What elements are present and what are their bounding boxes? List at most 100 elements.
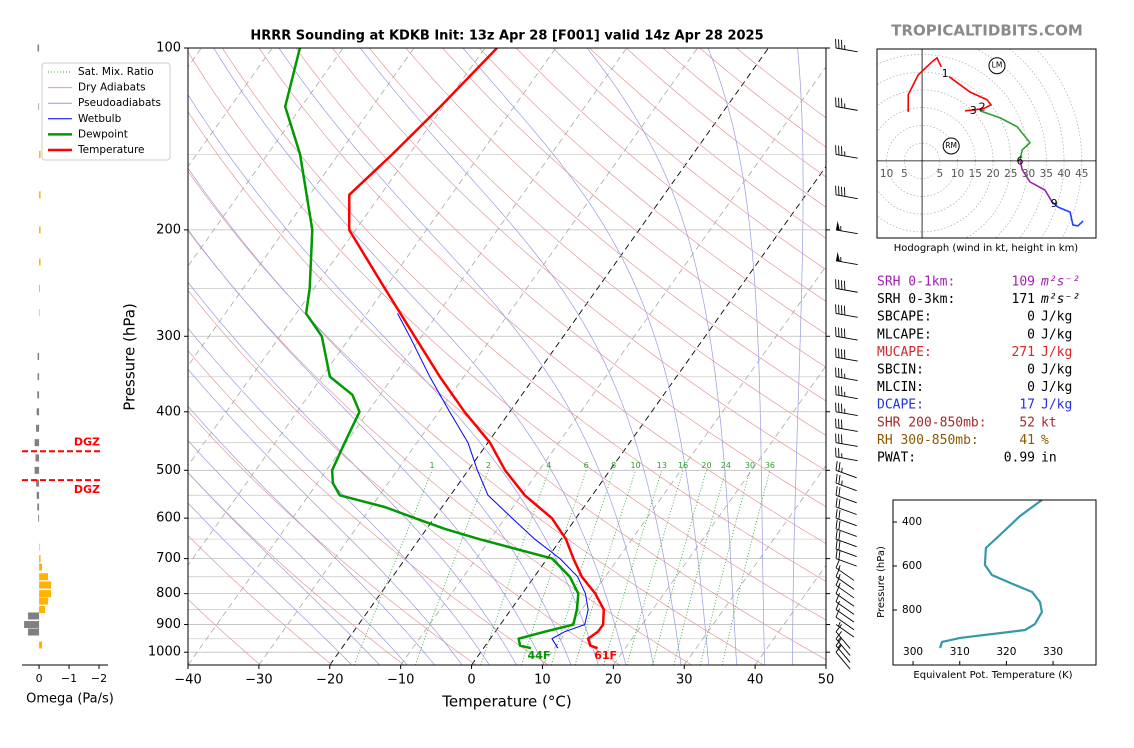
stat-unit: J/kg (1041, 363, 1072, 378)
stat-label: SBCAPE: (877, 310, 932, 325)
barb-staff (835, 287, 858, 293)
mixing-ratio-line (574, 470, 636, 665)
legend-label: Wetbulb (78, 113, 122, 125)
x-tick-label: 0 (467, 673, 475, 688)
barb-staff (835, 538, 857, 548)
dry-adiabat (188, 111, 826, 661)
hodograph-plot: 1 23 6 9 LM RM (877, 49, 1096, 238)
stat-value: 52 (1019, 415, 1035, 430)
stat-unit: m²s⁻² (1040, 292, 1080, 307)
stat-value: 17 (1019, 398, 1035, 413)
omega-bar (39, 258, 41, 266)
omega-bar (38, 103, 40, 111)
omega-bar (39, 284, 40, 292)
wind-barb (835, 38, 858, 53)
wind-barb (835, 185, 858, 200)
barb-staff (835, 601, 855, 615)
stat-value: 171 (1012, 292, 1035, 307)
wind-barb (835, 637, 851, 663)
profile-line (283, 48, 580, 650)
stat-value: 41 (1019, 433, 1035, 448)
barb-full (835, 473, 838, 484)
x-tick-label: −10 (387, 673, 414, 688)
omega-axis-label: Omega (Pa/s) (26, 692, 114, 707)
barb-staff (835, 376, 858, 381)
profile-line (397, 313, 589, 649)
mixing-ratio-line (626, 470, 684, 665)
omega-bar (39, 226, 41, 234)
barb-full (835, 529, 838, 540)
legend-box (41, 62, 171, 161)
wind-barb (835, 402, 858, 417)
wind-barb (835, 447, 858, 462)
barb-full (835, 608, 840, 618)
barb-staff (835, 651, 851, 670)
mixing-ratio-line (673, 470, 727, 665)
barb-staff (835, 528, 857, 537)
pseudoadiabat (213, 48, 627, 665)
wind-barb (835, 529, 857, 548)
x-tick-label: 40 (747, 673, 764, 688)
pseudoadiabat (278, 48, 654, 665)
x-tick-label: 30 (676, 673, 693, 688)
mixing-ratio-line (414, 470, 489, 665)
pseudoadiabat (188, 502, 353, 665)
stat-label: RH 300-850mb: (877, 433, 979, 448)
barb-full (838, 550, 841, 560)
stat-unit: J/kg (1041, 310, 1072, 325)
barb-staff (835, 616, 855, 631)
wind-barb (835, 584, 855, 607)
ring-label: 30 (1022, 168, 1035, 180)
ring-label: 25 (1004, 168, 1017, 180)
barb-full (835, 508, 838, 519)
barb-full (835, 600, 840, 610)
mixing-ratio-label: 8 (611, 461, 616, 470)
mixing-ratio-label: 36 (765, 461, 775, 470)
x-tick-label: 320 (996, 646, 1016, 658)
height-label: 2 (979, 101, 986, 114)
y-tick-label: 300 (156, 329, 181, 344)
surface-label: 61F (594, 649, 617, 662)
wind-barb (835, 600, 855, 623)
barb-full (838, 520, 841, 530)
pseudoadiabat (188, 94, 599, 665)
omega-bar (38, 514, 40, 522)
thetae-frame (892, 499, 1097, 666)
wind-barb (835, 631, 851, 656)
barb-staff (835, 624, 855, 638)
hodograph-trace (1019, 159, 1053, 203)
stat-label: MLCIN: (877, 380, 924, 395)
ring-label: 5 (901, 168, 908, 180)
barb-full (835, 461, 838, 471)
y-tick-label: 400 (902, 516, 922, 528)
barb-staff (835, 356, 858, 362)
omega-bar (39, 573, 49, 581)
isotherm (188, 48, 628, 665)
barb-half (837, 643, 842, 649)
stat-unit: m²s⁻² (1040, 275, 1080, 290)
barb-full (835, 593, 840, 602)
barb-staff (835, 313, 858, 318)
dry-adiabat (479, 48, 826, 335)
mixing-ratio-label: 16 (678, 461, 688, 470)
pseudoadiabat (188, 405, 435, 665)
isotherm (329, 48, 769, 665)
ring-label: 5 (936, 168, 943, 180)
storm-motion-marker (988, 57, 1006, 75)
wind-barb (835, 385, 858, 400)
mixing-ratio-label: 13 (657, 461, 667, 470)
x-tick-label: 10 (534, 673, 551, 688)
wind-barb (835, 97, 858, 111)
dry-adiabat (515, 48, 826, 302)
x-tick-label: 300 (903, 646, 923, 658)
barb-staff (835, 593, 855, 607)
thetae-x-label: Equivalent Pot. Temperature (K) (913, 670, 1072, 681)
legend-label: Dry Adiabats (78, 82, 146, 94)
barb-staff (835, 394, 858, 400)
stat-label: DCAPE: (877, 398, 924, 413)
watermark: TROPICALTIDBITS.COM (891, 22, 1083, 40)
ring-label: 10 (951, 168, 964, 180)
dry-adiabat (188, 51, 826, 621)
barb-staff (835, 153, 858, 159)
